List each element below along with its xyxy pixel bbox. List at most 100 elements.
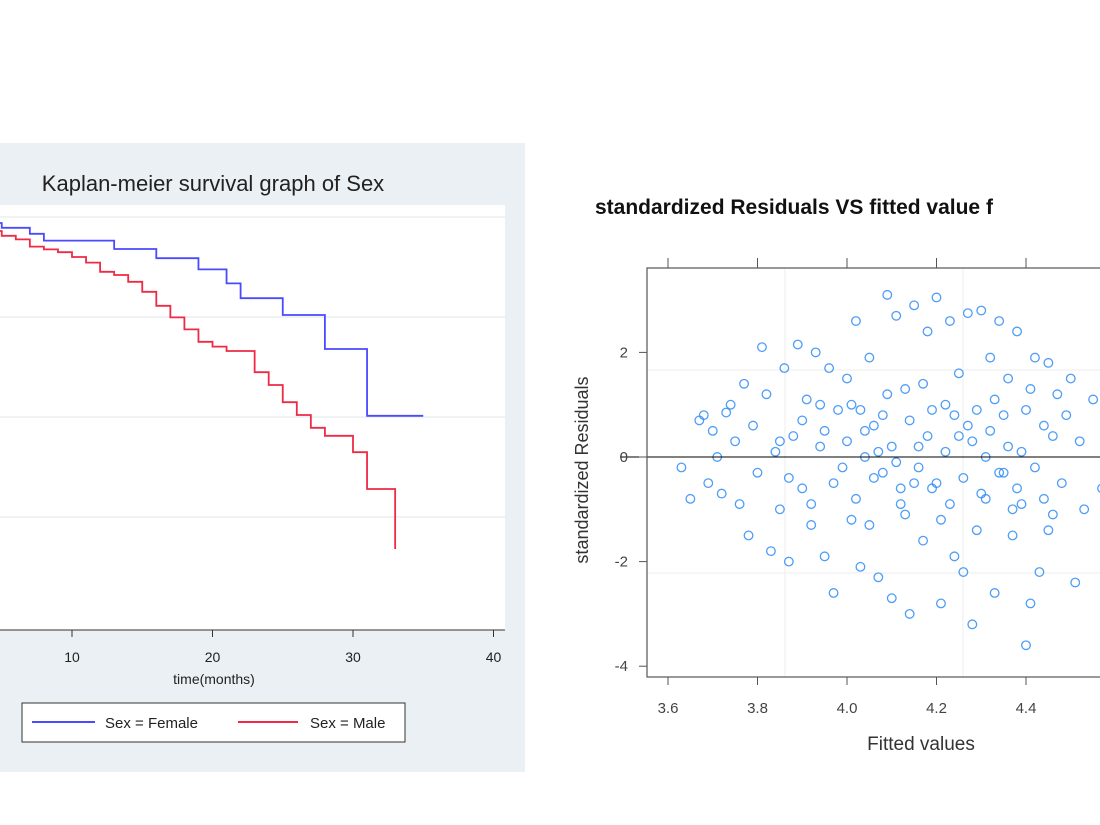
residual-point (1012, 483, 1023, 494)
residual-point (953, 431, 964, 442)
residual-point (837, 462, 848, 473)
residual-point (765, 546, 776, 557)
residual-x-tick-label: 4.4 (1016, 700, 1037, 717)
residual-point (936, 514, 946, 525)
km-x-tick-label: 10 (64, 649, 80, 665)
residual-point (949, 410, 960, 421)
residual-point (909, 300, 920, 311)
residual-point (895, 499, 906, 510)
residual-point (743, 530, 754, 541)
residual-point (855, 404, 866, 415)
residual-x-tick-label: 3.8 (747, 700, 768, 717)
residual-point (913, 441, 924, 452)
residual-point (971, 404, 982, 415)
residual-point (1079, 504, 1090, 515)
residual-point (774, 436, 785, 447)
residual-point (819, 551, 830, 562)
residual-point (882, 389, 893, 400)
residual-point (851, 316, 861, 326)
km-x-label: time(months) (173, 671, 255, 687)
residual-point (779, 363, 790, 374)
residual-point (967, 619, 978, 630)
km-gridlines (0, 216, 505, 518)
residual-x-tick-label: 4.2 (926, 700, 947, 717)
residual-point (833, 404, 844, 415)
residual-point (940, 399, 951, 410)
residual-point (877, 410, 888, 421)
residual-point (730, 436, 741, 447)
residual-y-tick-label: -4 (615, 658, 628, 675)
residual-point (806, 520, 817, 530)
residual-point (936, 598, 946, 609)
residual-point (1034, 567, 1045, 578)
residual-point (949, 551, 960, 562)
residual-point (815, 399, 826, 410)
residual-point (900, 509, 911, 520)
residual-point (882, 289, 893, 300)
residual-point (918, 535, 929, 546)
residual-point (868, 472, 879, 483)
residual-point (891, 310, 902, 321)
residual-point (842, 436, 852, 447)
residual-point (864, 520, 875, 530)
residual-point (770, 446, 781, 457)
residual-point (1021, 640, 1031, 651)
residual-point (1043, 525, 1054, 536)
residual-point (1070, 577, 1081, 588)
residual-y-tick-label: 2 (620, 344, 628, 361)
residual-point (810, 347, 821, 358)
km-chart: Kaplan-meier survival graph of Sex 10 20 3… (0, 143, 525, 772)
residual-point (783, 556, 794, 567)
residual-point (716, 488, 727, 499)
residual-point (958, 472, 969, 483)
residual-point (931, 292, 942, 303)
residual-point (1003, 441, 1014, 452)
residual-point (989, 394, 1000, 405)
residual-point (1061, 410, 1072, 421)
residual-point (694, 415, 705, 426)
km-title: Kaplan-meier survival graph of Sex (42, 171, 384, 196)
km-series (0, 222, 424, 549)
residual-ticks: 3.6 3.8 4.0 4.2 4.4 2 0 -2 -4 (615, 258, 1037, 717)
legend-label-female: Sex = Female (105, 715, 198, 732)
residual-point (985, 352, 996, 363)
legend-label-male: Sex = Male (310, 715, 385, 732)
residual-x-label: Fitted values (867, 734, 975, 755)
residual-point (940, 446, 951, 457)
residual-point (1038, 420, 1049, 431)
residual-point (944, 316, 955, 326)
residual-point (859, 425, 870, 436)
residual-x-tick-label: 4.0 (837, 700, 858, 717)
residual-y-tick-label: -2 (615, 554, 628, 571)
residual-point (707, 425, 718, 436)
residual-point (998, 410, 1009, 421)
residual-point (806, 499, 817, 510)
residual-point (1043, 357, 1054, 368)
residual-point (994, 316, 1005, 326)
residual-point (761, 389, 772, 400)
residual-point (909, 478, 920, 489)
residual-point (698, 410, 709, 421)
km-x-tick-label: 30 (345, 649, 361, 665)
residual-point (783, 472, 794, 483)
residual-point (873, 446, 884, 457)
residual-point (734, 499, 745, 510)
residual-point (828, 478, 839, 489)
residual-point (994, 467, 1005, 478)
residual-point (953, 368, 964, 379)
residual-point (819, 425, 830, 436)
residual-point (895, 483, 906, 494)
residual-y-label: standardized Residuals (572, 376, 592, 563)
residual-point (998, 467, 1009, 478)
residual-point (1047, 509, 1058, 520)
residual-point (927, 404, 937, 415)
residual-point (757, 342, 767, 353)
residual-point (1047, 431, 1058, 442)
residual-point (685, 493, 696, 504)
residual-point (971, 525, 982, 536)
residual-point (828, 588, 839, 598)
residual-point (1065, 373, 1076, 384)
residual-point (967, 436, 978, 447)
km-x-ticks: 10 20 30 40 (64, 630, 501, 665)
